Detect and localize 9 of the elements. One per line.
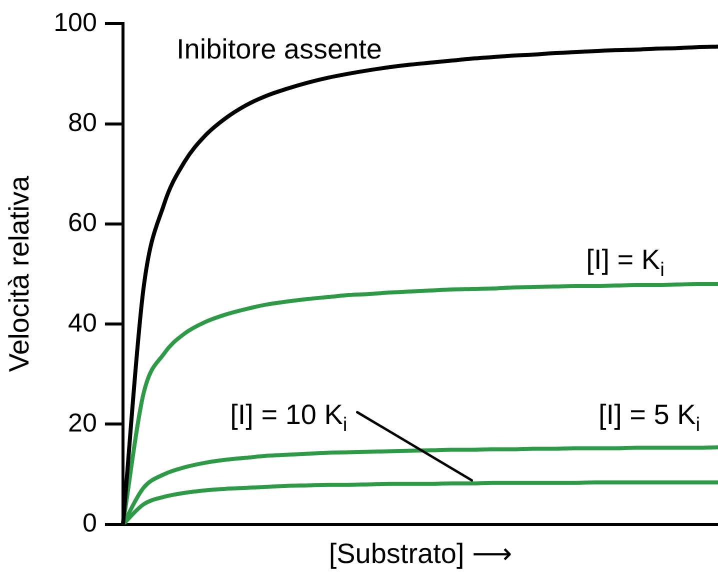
y-tick-label: 60	[68, 207, 97, 238]
y-axis-title: Velocità relativa	[4, 176, 35, 372]
y-tick-label: 100	[54, 6, 97, 37]
y-tick-label: 40	[68, 307, 97, 338]
y-tick-label: 20	[68, 407, 97, 438]
x-axis-title: [Substrato] ⟶	[328, 538, 512, 569]
y-tick-label: 0	[82, 508, 97, 538]
y-tick-label: 80	[68, 106, 97, 137]
series-label: Inibitore assente	[176, 34, 382, 65]
